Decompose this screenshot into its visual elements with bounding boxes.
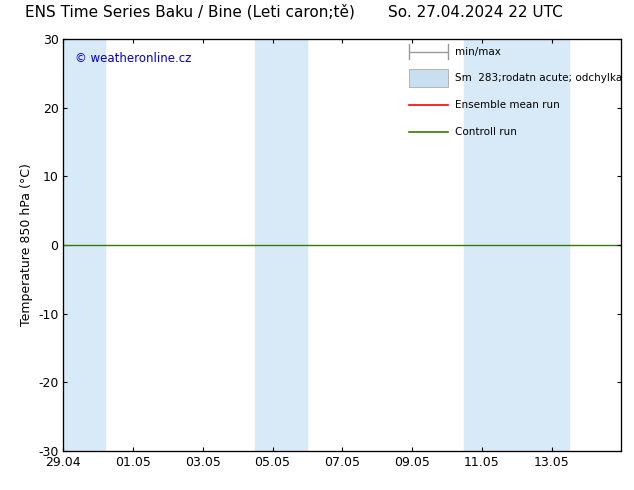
Text: © weatheronline.cz: © weatheronline.cz	[75, 51, 191, 65]
Bar	[60, 39, 105, 451]
Text: Ensemble mean run: Ensemble mean run	[455, 100, 560, 110]
Text: ENS Time Series Baku / Bine (Leti caron;tě): ENS Time Series Baku / Bine (Leti caron;…	[25, 4, 355, 20]
Text: So. 27.04.2024 22 UTC: So. 27.04.2024 22 UTC	[388, 4, 563, 20]
Y-axis label: Temperature 850 hPa (°C): Temperature 850 hPa (°C)	[20, 164, 32, 326]
Bar	[464, 39, 569, 451]
Text: Sm  283;rodatn acute; odchylka: Sm 283;rodatn acute; odchylka	[455, 74, 623, 83]
Text: min/max: min/max	[455, 47, 501, 56]
Bar	[410, 69, 448, 87]
Bar	[255, 39, 307, 451]
Text: Controll run: Controll run	[455, 127, 517, 137]
